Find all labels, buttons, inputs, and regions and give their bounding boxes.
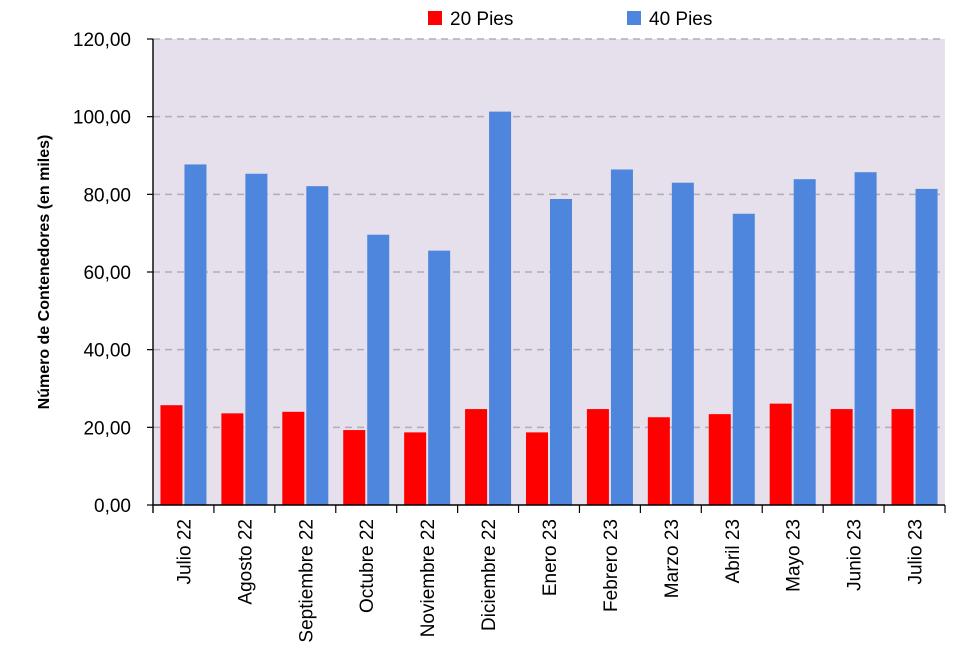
x-tick-label: Abril 23 [723, 519, 744, 583]
bar-40-pies [610, 169, 633, 506]
bar-40-pies [854, 172, 877, 505]
x-tick-label: Febrero 23 [601, 519, 622, 612]
x-tick-label: Diciembre 22 [479, 519, 500, 631]
bar-20-pies [708, 414, 731, 505]
legend-label: 20 Pies [450, 9, 513, 30]
y-tick-label: 40,00 [83, 341, 131, 362]
bar-40-pies [793, 179, 816, 505]
bar-20-pies [160, 405, 183, 505]
x-tick-label: Agosto 22 [235, 519, 256, 605]
bar-40-pies [306, 186, 329, 505]
bar-40-pies [428, 250, 451, 505]
axes [147, 38, 946, 513]
bar-20-pies [891, 409, 914, 505]
bar-20-pies [404, 432, 427, 505]
x-tick-label: Marzo 23 [662, 519, 683, 598]
y-axis-label: Número de Contenedores (en miles) [36, 135, 53, 410]
x-tick-label: Octubre 22 [357, 519, 378, 613]
bar-20-pies [769, 403, 792, 505]
bars [160, 111, 938, 506]
x-tick-label: Septiembre 22 [296, 519, 317, 643]
legend-swatch [627, 11, 641, 25]
y-tick-label: 20,00 [83, 418, 131, 439]
bar-40-pies [489, 111, 512, 505]
bar-40-pies [550, 198, 572, 505]
bar-20-pies [830, 409, 853, 505]
y-tick-label: 100,00 [73, 108, 131, 129]
x-tick-label: Julio 22 [174, 519, 195, 585]
bar-20-pies [221, 413, 244, 505]
bar-20-pies [282, 411, 305, 505]
bar-40-pies [915, 188, 938, 505]
bar-20-pies [647, 417, 670, 505]
x-tick-label: Noviembre 22 [418, 519, 439, 637]
bar-40-pies [245, 173, 268, 506]
bar-40-pies [671, 182, 694, 505]
x-tick-label: Enero 23 [540, 519, 561, 596]
bar-40-pies [367, 234, 390, 505]
y-tick-label: 60,00 [83, 263, 131, 284]
bar-20-pies [465, 409, 488, 505]
bar-20-pies [586, 409, 609, 505]
x-tick-label: Julio 23 [906, 519, 927, 585]
legend-label: 40 Pies [649, 9, 712, 30]
bar-20-pies [526, 432, 548, 505]
y-tick-labels: 0,00 20,00 40,00 60,00 80,00 100,00 120,00 [73, 30, 131, 517]
legend-swatch [428, 11, 442, 25]
x-tick-labels: Julio 22 Agosto 22 Septiembre 22 Octubre 22… [174, 519, 926, 643]
bar-40-pies [732, 213, 755, 505]
bar-40-pies [184, 164, 207, 505]
bar-20-pies [343, 430, 366, 505]
legend: 20 Pies 40 Pies [428, 9, 712, 30]
y-tick-label: 80,00 [83, 185, 131, 206]
x-tick-label: Junio 23 [845, 519, 866, 591]
x-tick-label: Mayo 23 [784, 519, 805, 592]
y-tick-label: 120,00 [73, 30, 131, 51]
y-tick-label: 0,00 [94, 496, 131, 517]
